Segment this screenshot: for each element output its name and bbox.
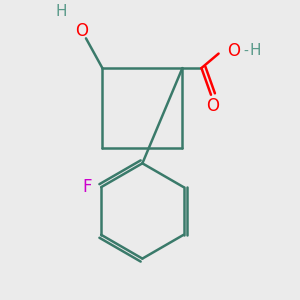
Text: H: H	[56, 4, 67, 19]
Text: O: O	[75, 22, 88, 40]
Text: O: O	[227, 41, 240, 59]
Text: H: H	[250, 43, 261, 58]
Text: F: F	[82, 178, 92, 196]
Text: -: -	[243, 45, 248, 59]
Text: O: O	[206, 97, 219, 115]
